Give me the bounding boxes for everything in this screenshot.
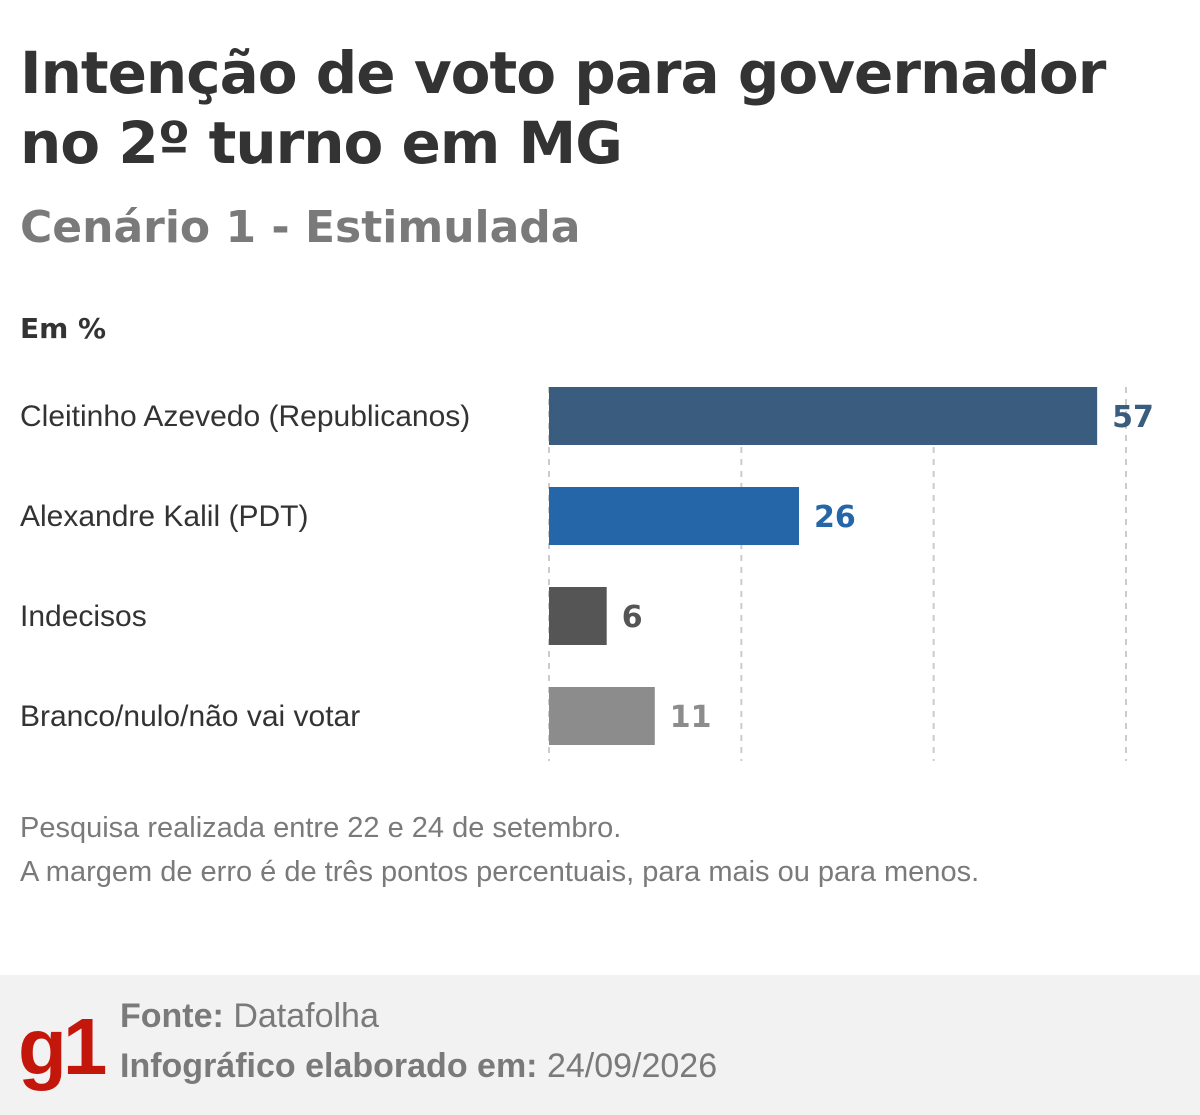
category-label: Indecisos <box>20 600 147 633</box>
value-label: 11 <box>670 700 712 735</box>
bars-layer: Cleitinho Azevedo (Republicanos) 57 Alexan… <box>20 387 1154 745</box>
bar <box>549 387 1098 445</box>
grid-layer <box>548 387 1127 761</box>
source-value: Datafolha <box>233 997 379 1035</box>
category-label: Branco/nulo/não vai votar <box>20 700 360 733</box>
footer: g1 Fonte: Datafolha Infográfico elaborad… <box>0 975 1200 1115</box>
bar-chart: Cleitinho Azevedo (Republicanos) 57 Alexan… <box>20 387 1154 761</box>
value-label: 6 <box>622 600 643 635</box>
source-label: Fonte: <box>120 997 224 1035</box>
date-label: Infográfico elaborado em: <box>120 1047 538 1085</box>
bar <box>549 587 607 645</box>
g1-logo[interactable]: g1 <box>18 1002 107 1091</box>
category-label: Cleitinho Azevedo (Republicanos) <box>20 400 470 433</box>
value-label: 26 <box>814 500 856 535</box>
date-value: 24/09/2026 <box>546 1047 718 1085</box>
unit-label: Em % <box>20 312 107 345</box>
chart-title: Intenção de voto para governador no 2º t… <box>20 39 1106 177</box>
note-margin: A margem de erro é de três pontos percen… <box>20 856 980 888</box>
category-label: Alexandre Kalil (PDT) <box>20 500 308 533</box>
date-line: Infográfico elaborado em: 24/09/2026 <box>120 1047 717 1086</box>
chart-subtitle: Cenário 1 - Estimulada <box>20 202 581 253</box>
bar <box>549 487 800 545</box>
note-period: Pesquisa realizada entre 22 e 24 de sete… <box>20 812 622 844</box>
bar <box>549 687 655 745</box>
source-line: Fonte: Datafolha <box>120 997 379 1036</box>
notes: Pesquisa realizada entre 22 e 24 de sete… <box>20 806 1100 894</box>
value-label: 57 <box>1112 400 1154 435</box>
